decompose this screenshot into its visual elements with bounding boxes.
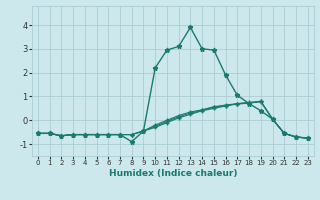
X-axis label: Humidex (Indice chaleur): Humidex (Indice chaleur) — [108, 169, 237, 178]
